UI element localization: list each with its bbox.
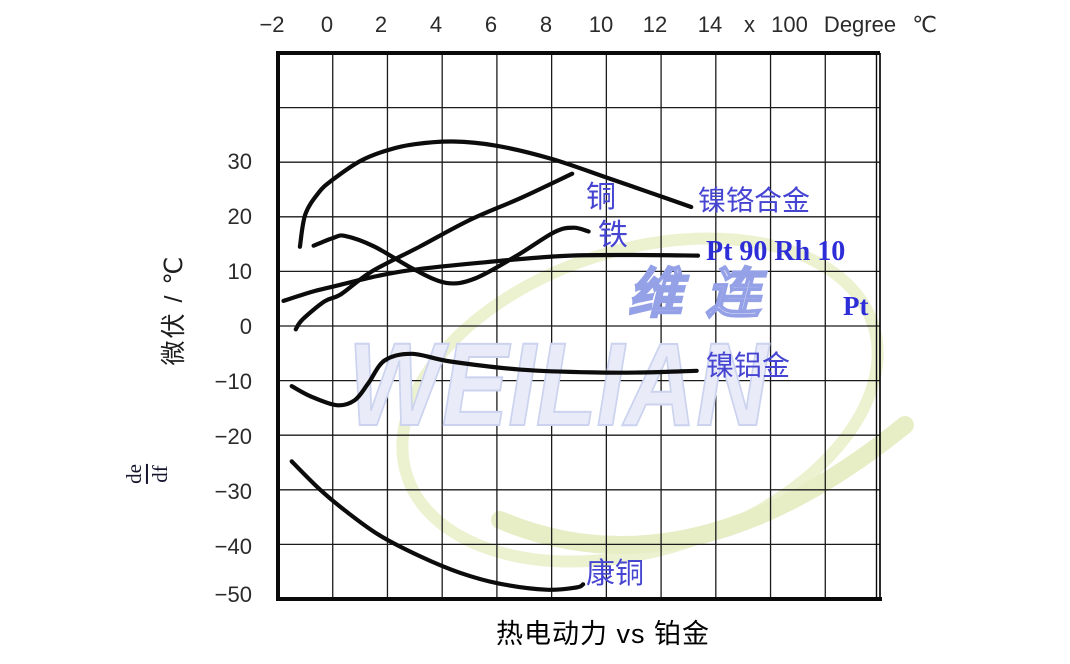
chart-title: 热电动力 vs 铂金 xyxy=(495,619,711,649)
top-axis-tick: −2 xyxy=(259,12,285,37)
curve-copper xyxy=(293,171,575,332)
left-axis-tick: −10 xyxy=(214,369,252,394)
left-axis-tick: 0 xyxy=(239,314,252,339)
plot-border xyxy=(276,51,882,601)
curve-label-pt: Pt xyxy=(843,291,869,321)
left-axis-tick: −30 xyxy=(214,479,252,504)
curve-iron xyxy=(311,225,591,286)
y-axis-derivative-fraction: de df xyxy=(121,464,172,484)
top-axis-tick: 0 xyxy=(320,12,334,37)
curve-label-nichrome: 镍铬合金 xyxy=(698,185,811,216)
top-axis-unit-label: x 100 Degree ℃ xyxy=(744,12,937,37)
top-axis-tick: 6 xyxy=(484,12,498,37)
left-axis-tick: −20 xyxy=(214,424,252,449)
left-axis-tick: −40 xyxy=(214,534,252,559)
top-axis-tick: 12 xyxy=(642,12,668,37)
left-axis-tick: 10 xyxy=(227,259,252,284)
left-axis-tick: 20 xyxy=(227,204,252,229)
curve-label-copper: 铜 xyxy=(586,181,616,214)
top-axis-tick: 2 xyxy=(374,12,388,37)
left-axis-tick: −50 xyxy=(214,582,252,607)
watermark-text-en: WEILIAN xyxy=(348,319,770,451)
y-axis-title: 微伏 / ℃ xyxy=(160,254,188,366)
curve-constantan xyxy=(289,459,586,592)
curve-label-constantan: 康铜 xyxy=(586,558,645,590)
watermark-text-cn: 维连 xyxy=(628,264,784,324)
top-axis-tick: 14 xyxy=(697,12,723,37)
curve-pt90rh10 xyxy=(281,252,701,303)
curve-nichrome xyxy=(297,139,694,249)
top-axis-tick: 8 xyxy=(539,12,553,37)
top-axis-tick: 10 xyxy=(588,12,614,37)
fraction-denominator: df xyxy=(146,464,172,484)
curve-layer xyxy=(281,139,701,592)
left-axis-tick: 30 xyxy=(227,149,252,174)
curve-label-iron: 铁 xyxy=(598,219,628,252)
curve-label-alumel: 镍铝金 xyxy=(706,350,791,381)
top-axis-tick: 4 xyxy=(429,12,443,37)
curve-label-pt90rh10: Pt 90 Rh 10 xyxy=(706,236,846,267)
curve-alumel xyxy=(289,351,699,408)
fraction-numerator: de xyxy=(121,464,146,484)
